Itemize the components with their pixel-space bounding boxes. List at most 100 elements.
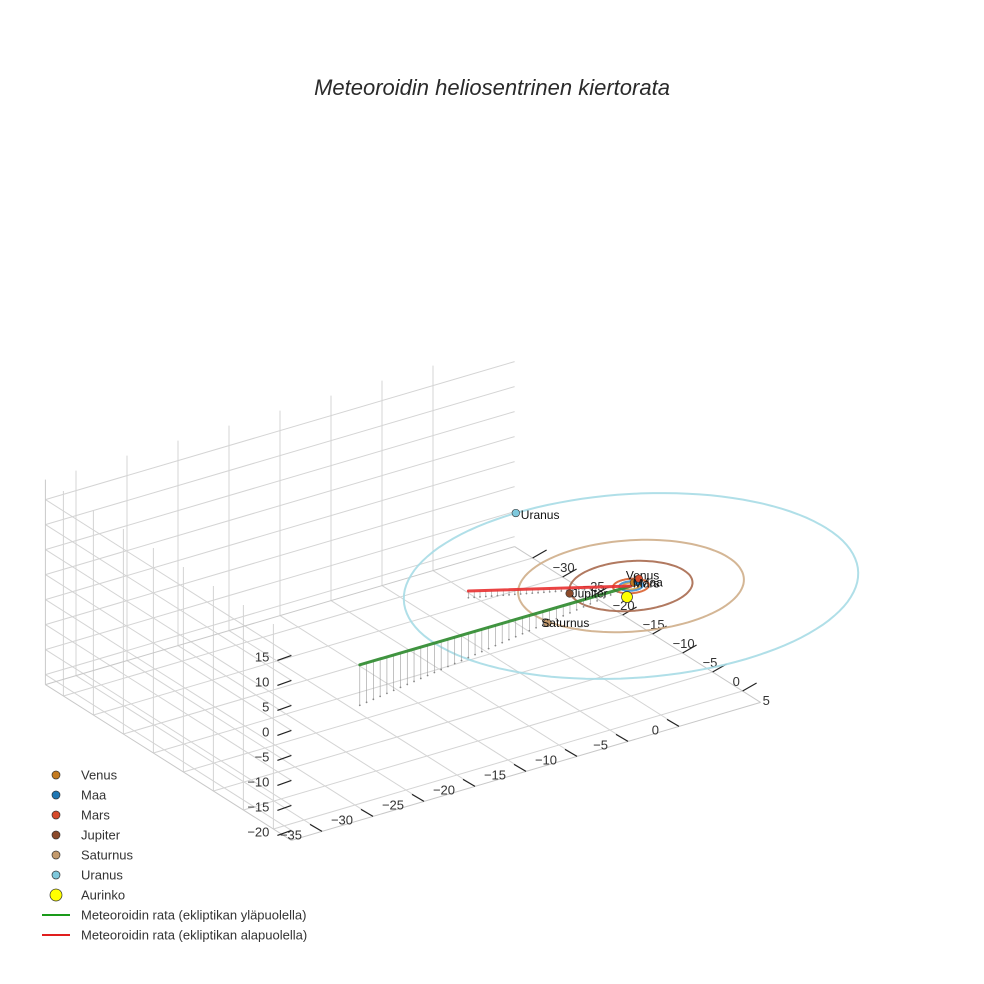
grid-line	[213, 652, 683, 792]
legend-label: Uranus	[81, 868, 123, 883]
x-tick	[666, 718, 680, 727]
drop-lines	[358, 585, 627, 707]
x-tick-label: −30	[331, 812, 353, 827]
drop-point	[555, 617, 558, 620]
legend[interactable]: Venus Maa Mars Jupiter Saturnus Uranus Aurinko…	[42, 768, 307, 943]
z-tick-label: −10	[247, 774, 269, 789]
planet-saturnus	[543, 618, 552, 627]
drop-point	[494, 644, 497, 647]
trajectory-below	[466, 584, 633, 593]
chart-title: Meteoroidin heliosentrinen kiertorata	[314, 75, 670, 100]
y-tick	[592, 587, 607, 597]
x-tick-label: −10	[535, 752, 557, 767]
drop-point	[577, 588, 580, 591]
sun-marker	[621, 591, 633, 603]
z-tick	[277, 804, 292, 811]
drop-point	[379, 695, 382, 698]
legend-label: Meteoroidin rata (ekliptikan yläpuolella…	[81, 908, 306, 923]
x-tick	[564, 748, 578, 757]
pane-edge	[45, 546, 515, 686]
legend-label: Jupiter	[81, 828, 121, 843]
grid-line	[45, 499, 292, 656]
drop-point	[474, 653, 476, 656]
drop-point	[487, 647, 490, 650]
grid-line	[45, 674, 292, 831]
legend-label: Saturnus	[81, 848, 134, 863]
grid-line	[183, 633, 653, 773]
z-tick-label: −15	[247, 799, 269, 814]
drop-point	[554, 590, 557, 593]
grid-line	[228, 630, 476, 787]
drop-point	[575, 608, 578, 611]
tick-labels: −35−30−25−20−15−10−50−30−25−20−15−10−505…	[247, 549, 770, 842]
z-tick	[277, 829, 292, 836]
pane-edge	[45, 684, 292, 841]
legend-marker	[51, 770, 61, 780]
y-tick	[532, 549, 547, 559]
trajectories	[358, 584, 633, 667]
drop-point	[440, 668, 443, 671]
x-tick	[615, 733, 629, 742]
drop-point	[596, 600, 598, 602]
legend-label: Venus	[81, 768, 118, 783]
legend-label: Aurinko	[81, 888, 125, 903]
legend-label: Mars	[81, 808, 110, 823]
grid-line	[243, 671, 713, 811]
drop-point	[519, 593, 522, 595]
grid-line	[45, 574, 292, 731]
drop-point	[490, 595, 493, 597]
grid-line	[45, 386, 515, 526]
drop-point	[473, 596, 476, 599]
planet-label: Uranus	[521, 508, 560, 522]
z-tick-label: 15	[255, 649, 269, 664]
x-tick	[309, 823, 323, 832]
drop-point	[531, 592, 534, 595]
drop-point	[609, 594, 612, 596]
grid-line	[45, 624, 292, 781]
z-tick-label: 0	[262, 724, 269, 739]
drop-point	[358, 704, 361, 707]
x-tick	[513, 763, 527, 772]
z-tick	[277, 754, 292, 761]
drop-point	[535, 626, 537, 629]
grid-line	[45, 361, 515, 501]
drop-point	[433, 671, 436, 674]
planet-uranus	[511, 508, 520, 518]
z-tick	[277, 779, 292, 786]
y-tick-label: −10	[673, 636, 695, 651]
z-tick-label: 5	[262, 699, 269, 714]
planet-label: Jupiter	[572, 586, 608, 600]
x-tick-label: −35	[280, 827, 302, 842]
drop-point	[569, 611, 571, 614]
drop-point	[560, 590, 563, 592]
planet-label: Mars	[633, 577, 660, 591]
drop-point	[582, 605, 585, 608]
grid-line	[279, 615, 527, 772]
grid-line	[45, 461, 515, 601]
drop-point	[496, 594, 499, 597]
drop-point	[386, 692, 388, 695]
grid-line	[93, 576, 563, 716]
drop-point	[521, 632, 524, 635]
z-tick-label: 10	[255, 674, 269, 689]
legend-label: Meteoroidin rata (ekliptikan alapuolella…	[81, 928, 307, 943]
drop-point	[365, 701, 368, 704]
drop-point	[528, 629, 531, 632]
pane-edge	[514, 546, 761, 703]
drop-point	[513, 593, 516, 596]
y-tick	[562, 568, 577, 578]
y-tick-label: 5	[763, 693, 770, 708]
legend-marker	[51, 810, 61, 820]
drop-point	[406, 683, 409, 686]
grid-line	[45, 436, 515, 576]
planet-label: Saturnus	[541, 616, 589, 630]
x-tick-label: −5	[593, 737, 608, 752]
drop-point	[392, 689, 395, 692]
drop-point	[508, 593, 510, 596]
z-tick	[277, 679, 292, 686]
y-tick-label: −30	[553, 560, 575, 575]
grid-line	[45, 511, 515, 651]
grid-line	[153, 614, 623, 754]
